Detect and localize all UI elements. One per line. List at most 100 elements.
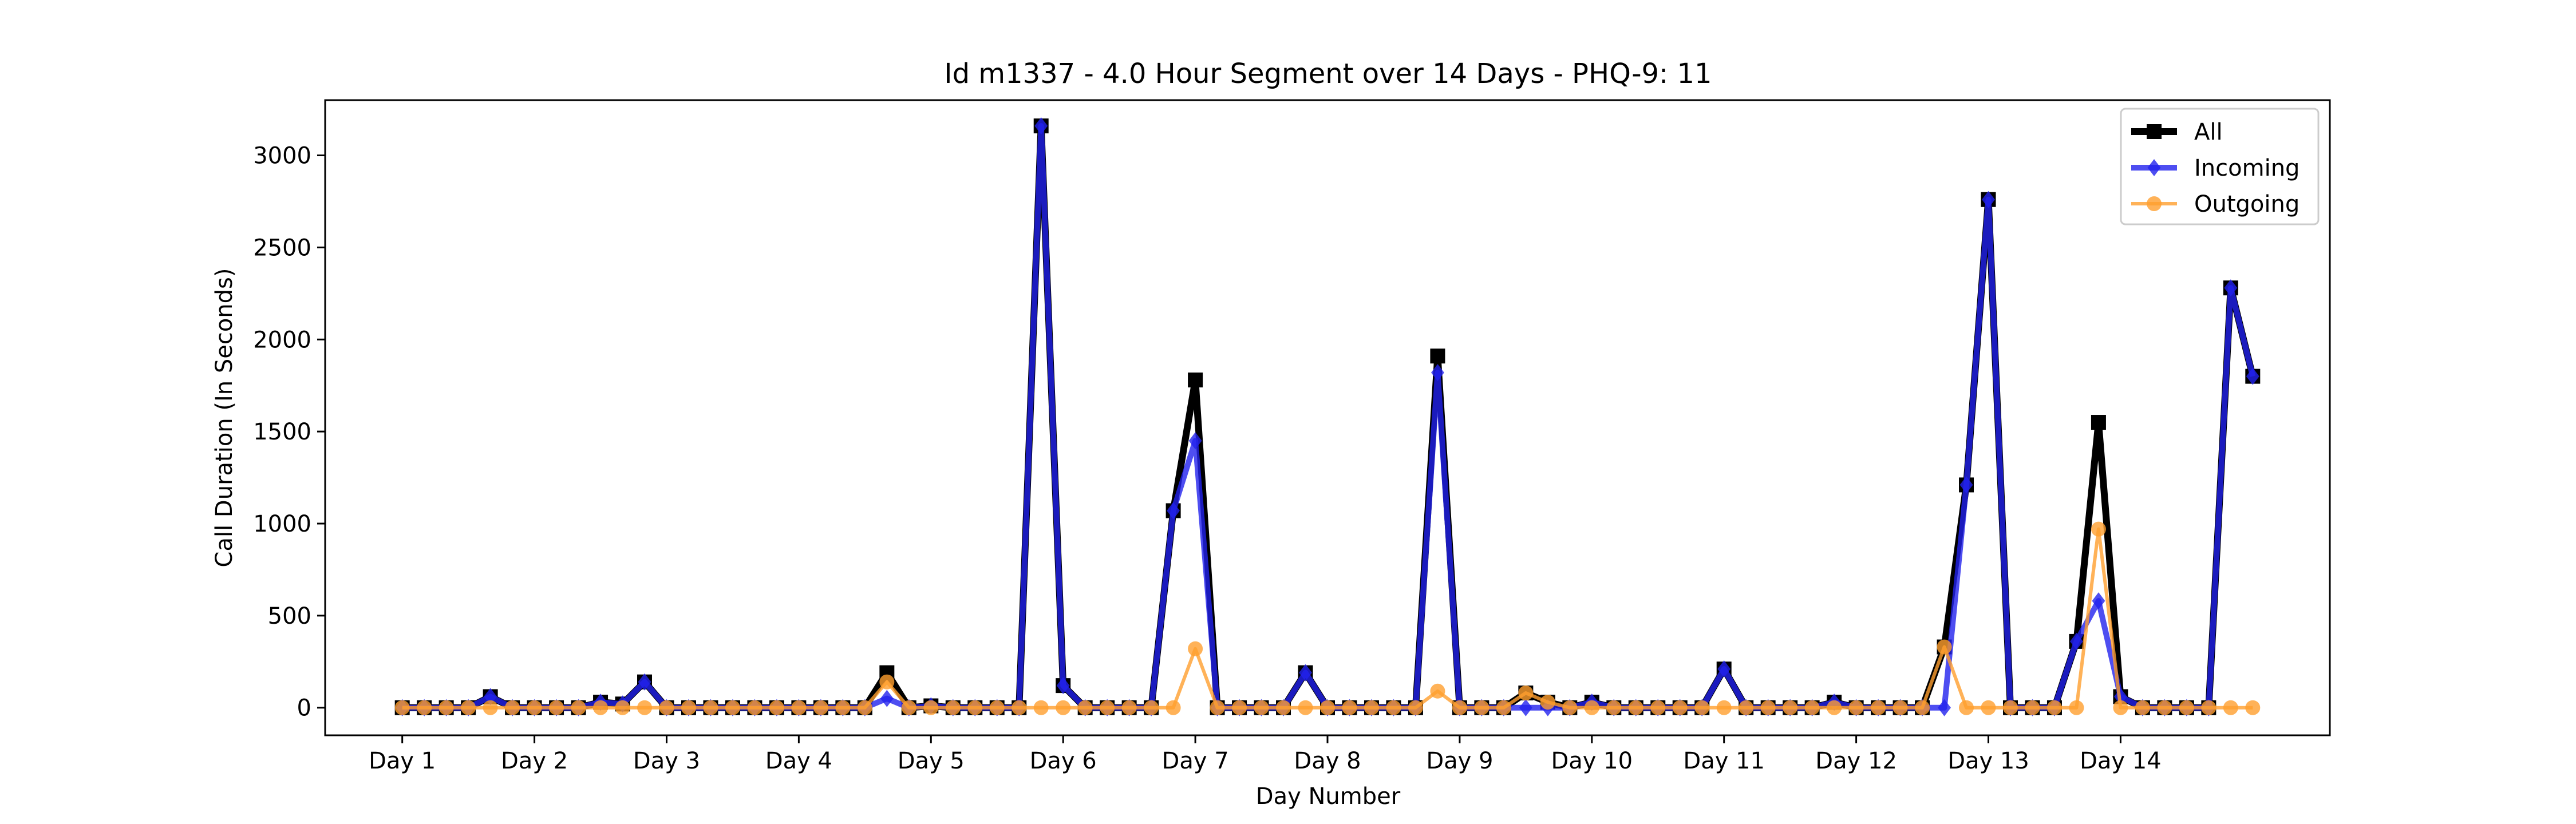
data-point-outgoing (1386, 700, 1401, 715)
data-point-outgoing (1474, 700, 1490, 715)
data-point-incoming (1034, 117, 1048, 135)
data-point-outgoing (637, 700, 653, 715)
data-point-outgoing (1804, 700, 1820, 715)
data-point-outgoing (1893, 700, 1908, 715)
data-point-outgoing (2002, 700, 2018, 715)
y-tick-label: 3000 (253, 143, 311, 169)
legend-label: All (2194, 119, 2223, 145)
data-point-incoming (2246, 367, 2259, 385)
x-tick-label: Day 4 (765, 748, 832, 774)
data-point-outgoing (835, 700, 851, 715)
x-tick-label: Day 2 (501, 748, 568, 774)
data-point-incoming (2092, 592, 2105, 610)
series-line-all (402, 122, 2257, 711)
x-tick-label: Day 11 (1683, 748, 1765, 774)
data-point-outgoing (1937, 639, 1952, 655)
data-point-outgoing (1694, 700, 1710, 715)
data-point-outgoing (1276, 700, 1291, 715)
data-point-outgoing (527, 700, 542, 715)
y-axis-ticks: 0 500 1000 1500 2000 2500 3000 (253, 143, 325, 722)
data-point-incoming (880, 690, 894, 707)
data-point-outgoing (879, 674, 895, 690)
data-point-all (1430, 348, 1445, 364)
data-point-all (1188, 373, 1203, 388)
legend-marker (2147, 124, 2162, 139)
data-point-incoming (1056, 677, 1070, 695)
y-axis-label: Call Duration (In Seconds) (211, 268, 238, 568)
data-point-outgoing (1848, 700, 1864, 715)
data-point-incoming (2224, 279, 2238, 297)
data-point-outgoing (593, 700, 609, 715)
data-point-outgoing (1430, 683, 1445, 699)
x-tick-label: Day 12 (1815, 748, 1897, 774)
data-point-outgoing (1342, 700, 1357, 715)
data-point-outgoing (1518, 686, 1534, 700)
data-point-outgoing (2223, 700, 2238, 715)
data-point-outgoing (1716, 700, 1732, 715)
data-point-outgoing (923, 700, 939, 715)
data-point-outgoing (1827, 700, 1842, 715)
data-point-outgoing (2069, 700, 2084, 715)
data-point-outgoing (483, 700, 498, 715)
x-tick-label: Day 10 (1551, 748, 1633, 774)
data-point-outgoing (1144, 700, 1159, 715)
data-point-outgoing (1650, 700, 1666, 715)
y-tick-label: 0 (297, 695, 311, 722)
x-tick-label: Day 13 (1947, 748, 2029, 774)
data-point-outgoing (417, 700, 432, 715)
data-point-outgoing (1188, 641, 1203, 656)
series-all (394, 118, 2261, 715)
series-layer (394, 117, 2261, 716)
data-point-outgoing (1915, 700, 1930, 715)
chart-title: Id m1337 - 4.0 Hour Segment over 14 Days… (944, 58, 1712, 90)
data-point-incoming (2070, 632, 2083, 650)
data-point-outgoing (1408, 700, 1423, 715)
x-tick-label: Day 3 (633, 748, 700, 774)
data-point-outgoing (1298, 700, 1313, 715)
legend: All Incoming Outgoing (2120, 108, 2320, 225)
data-point-outgoing (989, 700, 1005, 715)
data-point-outgoing (1783, 700, 1798, 715)
data-point-outgoing (1959, 700, 1974, 715)
data-point-outgoing (1254, 700, 1269, 715)
x-axis-label: Day Number (1256, 783, 1401, 810)
data-point-outgoing (1760, 700, 1776, 715)
data-point-outgoing (615, 700, 630, 715)
x-tick-label: Day 9 (1426, 748, 1493, 774)
series-outgoing (394, 521, 2261, 715)
data-point-outgoing (1452, 700, 1467, 715)
x-tick-label: Day 14 (2080, 748, 2162, 774)
data-point-outgoing (967, 700, 983, 715)
legend-label: Outgoing (2194, 191, 2300, 217)
data-point-outgoing (505, 700, 520, 715)
series-incoming (396, 117, 2259, 716)
data-point-outgoing (747, 700, 762, 715)
legend-item-outgoing: Outgoing (2131, 191, 2300, 217)
data-point-incoming (1167, 502, 1180, 520)
data-point-outgoing (813, 700, 828, 715)
data-point-outgoing (857, 700, 872, 715)
legend-item-incoming: Incoming (2131, 155, 2300, 181)
y-tick-label: 2000 (253, 327, 311, 353)
data-point-outgoing (1739, 700, 1754, 715)
legend-box (2120, 108, 2320, 225)
y-tick-label: 1500 (253, 419, 311, 445)
x-tick-label: Day 7 (1162, 748, 1229, 774)
data-point-incoming (1299, 664, 1312, 682)
data-point-outgoing (769, 700, 784, 715)
data-point-outgoing (703, 700, 718, 715)
x-axis-ticks: Day 1 Day 2 Day 3 Day 4 Day 5 Day 6 Day 7 Day 8… (369, 735, 2162, 774)
x-tick-label: Day 1 (369, 748, 436, 774)
data-point-outgoing (1584, 700, 1599, 715)
data-point-incoming (1982, 191, 1995, 208)
data-point-outgoing (1496, 700, 1511, 715)
y-tick-label: 2500 (253, 235, 311, 261)
data-point-outgoing (681, 700, 696, 715)
data-point-outgoing (1012, 700, 1027, 715)
data-point-outgoing (1628, 700, 1643, 715)
data-point-incoming (638, 673, 651, 691)
data-point-outgoing (1077, 700, 1093, 715)
data-point-outgoing (2201, 700, 2217, 715)
data-point-outgoing (2179, 700, 2194, 715)
